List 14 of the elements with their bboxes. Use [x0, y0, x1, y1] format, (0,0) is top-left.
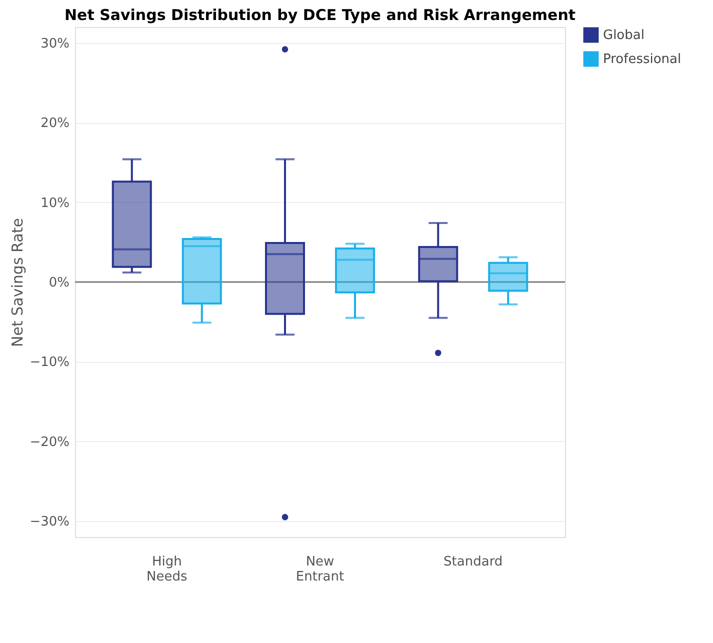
y-tick-label: 30% — [40, 36, 70, 52]
x-tick-label: Standard — [444, 554, 503, 570]
x-tick-label: High Needs — [146, 554, 188, 584]
y-tick-label: −20% — [30, 434, 70, 450]
y-tick-label: 10% — [40, 196, 70, 211]
y-axis-title: Net Savings Rate — [8, 218, 27, 347]
y-tick-label: 20% — [40, 116, 70, 132]
x-tick-label: New Entrant — [296, 554, 344, 584]
legend-label: Global — [603, 28, 644, 43]
y-tick-label: 0% — [48, 276, 70, 290]
y-tick-label: −30% — [30, 514, 70, 530]
y-tick-label: −10% — [30, 355, 70, 370]
legend-label: Professional — [603, 52, 682, 67]
chart-title: Net Savings Distribution by DCE Type and Risk Arrangement — [64, 6, 576, 24]
